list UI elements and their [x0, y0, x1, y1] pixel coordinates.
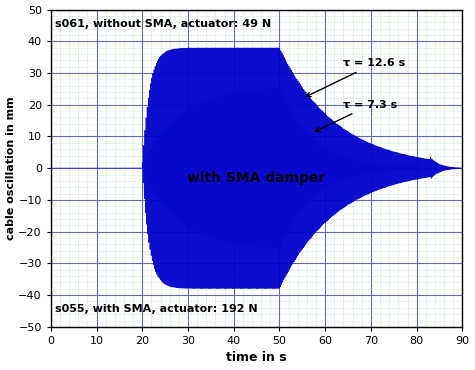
Y-axis label: cable oscillation in mm: cable oscillation in mm — [6, 97, 16, 240]
Text: with SMA damper: with SMA damper — [187, 171, 325, 185]
Text: τ = 12.6 s: τ = 12.6 s — [306, 58, 406, 97]
Text: τ = 7.3 s: τ = 7.3 s — [315, 100, 398, 131]
X-axis label: time in s: time in s — [226, 352, 287, 364]
Text: s055, with SMA, actuator: 192 N: s055, with SMA, actuator: 192 N — [55, 304, 257, 314]
Text: s061, without SMA, actuator: 49 N: s061, without SMA, actuator: 49 N — [55, 19, 271, 29]
